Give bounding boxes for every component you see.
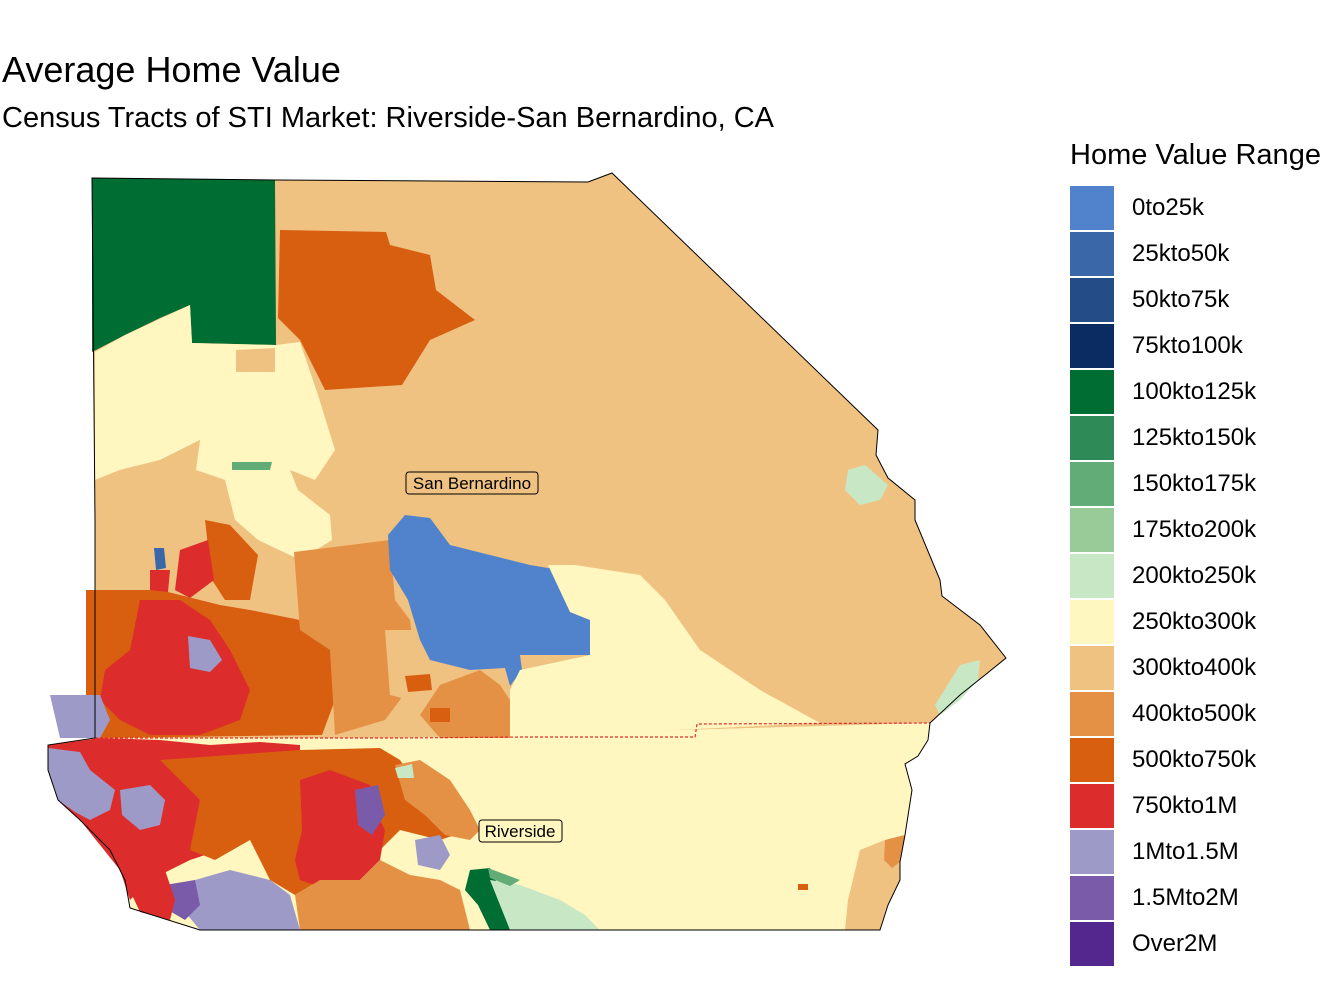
legend-label: 75kto100k [1132, 332, 1243, 359]
region-riv-red-sw [125, 870, 175, 920]
legend-item: 500kto750k [1070, 737, 1344, 783]
region-lavender-1 [188, 636, 222, 672]
region-orange-north [278, 230, 475, 390]
legend-label: 500kto750k [1132, 746, 1257, 773]
region-green-spot-n [232, 462, 272, 470]
legend-swatch [1070, 876, 1114, 920]
region-nw-green [92, 178, 276, 352]
legend-swatch [1070, 784, 1114, 828]
legend-item: 200kto250k [1070, 553, 1344, 599]
region-orange-spot [405, 674, 432, 692]
region-riv-purple-1 [355, 785, 385, 835]
region-riv-green-mid [488, 868, 520, 886]
legend-label: 100kto125k [1132, 378, 1257, 405]
county-border-line [95, 722, 931, 739]
legend-label: 300kto400k [1132, 654, 1257, 681]
chart-title: Average Home Value [2, 49, 341, 90]
region-riv-lavender-east [415, 835, 450, 870]
legend-swatch [1070, 692, 1114, 736]
legend-item: 400kto500k [1070, 691, 1344, 737]
legend-label: 150kto175k [1132, 470, 1257, 497]
region-pale-mid [385, 630, 460, 700]
region-green-east [845, 465, 888, 505]
region-riv-green-pale [490, 880, 600, 930]
legend-label: 250kto300k [1132, 608, 1257, 635]
legend-label: 125kto150k [1132, 424, 1257, 451]
legend-swatch [1070, 922, 1114, 966]
region-riv-orange-south [295, 860, 470, 930]
legend-item: 1Mto1.5M [1070, 829, 1344, 875]
region-purple-sw [50, 695, 110, 738]
region-pale-north-patch [236, 348, 275, 372]
legend-item: 250kto300k [1070, 599, 1344, 645]
legend-item: 125kto150k [1070, 415, 1344, 461]
legend-label: 25kto50k [1132, 240, 1230, 267]
region-orange-sw1 [205, 520, 258, 600]
region-riv-green-strip [465, 868, 510, 930]
legend-item: 100kto125k [1070, 369, 1344, 415]
legend-swatch [1070, 186, 1114, 230]
legend-title: Home Value Range [1070, 139, 1321, 171]
region-riv-orange-dot [798, 884, 808, 890]
legend-swatch [1070, 278, 1114, 322]
map-label-san-bernardino: San Bernardino [405, 471, 539, 495]
legend-swatch [1070, 738, 1114, 782]
legend-item: Over2M [1070, 921, 1344, 967]
legend-swatch [1070, 646, 1114, 690]
region-riv-purple-south [165, 880, 200, 920]
legend-item: 1.5Mto2M [1070, 875, 1344, 921]
region-orange-spot2 [430, 708, 450, 722]
region-orange-mid [294, 540, 415, 735]
legend-swatch [1070, 554, 1114, 598]
legend-item: 300kto400k [1070, 645, 1344, 691]
legend: 0to25k 25kto50k 50kto75k 75kto100k 100kto125… [1070, 185, 1344, 967]
legend-label: 50kto75k [1132, 286, 1230, 313]
region-blue-spot [154, 548, 166, 570]
chart-subtitle: Census Tracts of STI Market: Riverside-S… [2, 102, 775, 134]
region-riv-green-dot [395, 764, 414, 778]
region-riv-lavender-south [185, 870, 300, 930]
legend-item: 0to25k [1070, 185, 1344, 231]
region-cream-east [510, 565, 820, 738]
legend-swatch [1070, 324, 1114, 368]
region-red-spot-north [150, 570, 170, 592]
legend-label: 175kto200k [1132, 516, 1257, 543]
label-riverside: Riverside [485, 822, 556, 841]
region-riv-orange-east [395, 760, 480, 840]
region-green-se [935, 660, 980, 715]
legend-item: 50kto75k [1070, 277, 1344, 323]
region-riv-lavender-1 [48, 748, 115, 820]
map-label-riverside: Riverside [478, 819, 563, 843]
legend-swatch [1070, 232, 1114, 276]
legend-swatch [1070, 416, 1114, 460]
region-riv-orange-se [884, 835, 905, 868]
legend-item: 25kto50k [1070, 231, 1344, 277]
legend-label: 1.5Mto2M [1132, 884, 1239, 911]
legend-swatch [1070, 830, 1114, 874]
legend-swatch [1070, 370, 1114, 414]
region-riv-lavender-2 [120, 785, 165, 830]
legend-swatch [1070, 508, 1114, 552]
region-blue-lake [388, 515, 590, 686]
legend-item: 175kto200k [1070, 507, 1344, 553]
legend-swatch [1070, 462, 1114, 506]
legend-label: 1Mto1.5M [1132, 838, 1239, 865]
legend-label: 400kto500k [1132, 700, 1257, 727]
region-outline [47, 172, 1007, 931]
legend-label: 0to25k [1132, 194, 1205, 221]
legend-item: 75kto100k [1070, 323, 1344, 369]
legend-swatch [1070, 600, 1114, 644]
legend-item: 150kto175k [1070, 461, 1344, 507]
legend-label: 200kto250k [1132, 562, 1257, 589]
legend-label: 750kto1M [1132, 792, 1238, 819]
region-red-west [100, 600, 250, 735]
legend-label: Over2M [1132, 930, 1218, 957]
legend-item: 750kto1M [1070, 783, 1344, 829]
label-san-bernardino: San Bernardino [413, 474, 531, 493]
region-red-1 [175, 540, 214, 598]
